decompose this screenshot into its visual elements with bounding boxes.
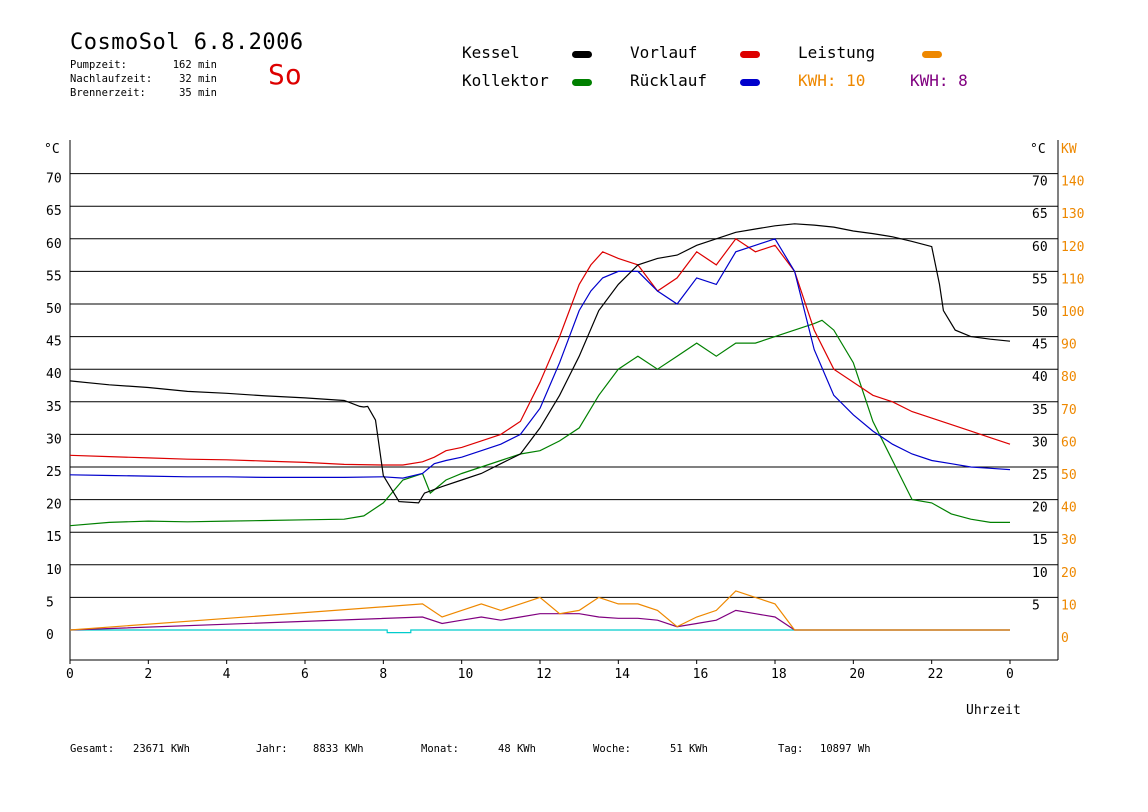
y-tick-kw: 120 [1061, 240, 1084, 255]
y-tick-right: 60 [1032, 240, 1048, 255]
y-tick-right: 15 [1032, 533, 1048, 548]
y-tick-left: 70 [46, 172, 62, 187]
x-tick-label: 10 [458, 667, 474, 682]
stat-value-pumpzeit: 162 min [172, 59, 217, 71]
legend-kessel-label: Kessel [462, 43, 520, 62]
y-tick-kw: 80 [1061, 370, 1077, 385]
x-tick-label: 2 [144, 667, 152, 682]
legend-ruecklauf-label: Rücklauf [630, 71, 708, 90]
y-tick-left: 55 [46, 269, 62, 284]
legend-ruecklauf-swatch [740, 79, 760, 86]
legend-kollektor-swatch [572, 79, 592, 86]
footer-tag-label: Tag: [778, 743, 804, 755]
weekday-label: So [268, 58, 302, 91]
y-tick-left: 65 [46, 204, 62, 219]
y-tick-right: 50 [1032, 305, 1048, 320]
legend-kwh-leistung: KWH: 10 [798, 71, 866, 90]
y-tick-right: 10 [1032, 566, 1048, 581]
y-tick-left: 0 [46, 628, 54, 643]
legend-leistung-label: Leistung [798, 43, 876, 62]
page-title: CosmoSol 6.8.2006 [70, 30, 304, 55]
y-tick-kw: 50 [1061, 468, 1077, 483]
footer-monat-value: 48 KWh [498, 743, 536, 755]
x-tick-label: 20 [849, 667, 865, 682]
legend-vorlauf-label: Vorlauf [630, 43, 698, 62]
x-tick-label: 22 [928, 667, 944, 682]
x-tick-label: 6 [301, 667, 309, 682]
stat-label-brennerzeit: Brennerzeit: [70, 87, 146, 99]
y-tick-kw: 30 [1061, 533, 1077, 548]
series-line-leistung [69, 590, 1010, 631]
y-tick-kw: 70 [1061, 403, 1077, 418]
stat-label-nachlaufzeit: Nachlaufzeit: [70, 73, 153, 85]
y-tick-left: 45 [46, 335, 62, 350]
footer-woche-label: Woche: [593, 743, 631, 755]
footer-gesamt-value: 23671 KWh [133, 743, 190, 755]
legend-kwh-pumpe: KWH: 8 [910, 71, 968, 90]
legend-kessel-swatch [572, 51, 592, 58]
legend-leistung-swatch [922, 51, 942, 58]
y-tick-kw: 60 [1061, 435, 1077, 450]
y-tick-right: 65 [1032, 207, 1048, 222]
y-tick-left: 20 [46, 498, 62, 513]
stat-label-pumpzeit: Pumpzeit: [70, 59, 127, 71]
y-axis-unit-kw: KW [1061, 142, 1077, 157]
y-tick-kw: 40 [1061, 501, 1077, 516]
footer-monat-label: Monat: [421, 743, 459, 755]
x-axis-label: Uhrzeit [966, 703, 1021, 718]
y-tick-right: 35 [1032, 403, 1048, 418]
y-tick-kw: 100 [1061, 305, 1084, 320]
y-tick-right: 45 [1032, 338, 1048, 353]
y-tick-left: 10 [46, 563, 62, 578]
x-tick-label: 0 [66, 667, 74, 682]
y-tick-right: 20 [1032, 501, 1048, 516]
stat-value-nachlaufzeit: 32 min [179, 73, 217, 85]
y-tick-kw: 0 [1061, 631, 1069, 646]
x-tick-label: 16 [693, 667, 709, 682]
footer-tag-value: 10897 Wh [820, 743, 871, 755]
y-tick-right: 5 [1032, 598, 1040, 613]
y-tick-left: 30 [46, 432, 62, 447]
series-line-rcklauf [69, 238, 1011, 479]
series-line-status [70, 629, 1010, 634]
y-tick-kw: 110 [1061, 272, 1084, 287]
footer-woche-value: 51 KWh [670, 743, 708, 755]
y-tick-kw: 130 [1061, 207, 1084, 222]
series-line-kollektor [69, 319, 1010, 527]
y-tick-right: 25 [1032, 468, 1048, 483]
y-tick-kw: 90 [1061, 338, 1077, 353]
x-tick-label: 18 [771, 667, 787, 682]
x-tick-label: 4 [223, 667, 231, 682]
y-tick-left: 50 [46, 302, 62, 317]
x-tick-label: 14 [614, 667, 630, 682]
y-tick-kw: 10 [1061, 598, 1077, 613]
y-tick-left: 40 [46, 367, 62, 382]
y-tick-left: 35 [46, 400, 62, 415]
y-tick-left: 5 [46, 595, 54, 610]
x-tick-label: 12 [536, 667, 552, 682]
y-tick-kw: 140 [1061, 175, 1084, 190]
footer-jahr-value: 8833 KWh [313, 743, 364, 755]
footer-jahr-label: Jahr: [256, 743, 288, 755]
legend-vorlauf-swatch [740, 51, 760, 58]
footer-gesamt-label: Gesamt: [70, 743, 115, 755]
y-tick-right: 40 [1032, 370, 1048, 385]
legend-kollektor-label: Kollektor [462, 71, 549, 90]
y-tick-kw: 20 [1061, 566, 1077, 581]
y-axis-unit-left: °C [44, 142, 60, 157]
y-tick-left: 60 [46, 237, 62, 252]
y-tick-right: 55 [1032, 272, 1048, 287]
x-tick-label: 0 [1006, 667, 1014, 682]
stat-value-brennerzeit: 35 min [179, 87, 217, 99]
y-tick-left: 15 [46, 530, 62, 545]
x-tick-label: 8 [379, 667, 387, 682]
series-line-vorlauf [69, 237, 1011, 466]
y-tick-left: 25 [46, 465, 62, 480]
y-axis-unit-right: °C [1030, 142, 1046, 157]
series-line-kessel [69, 223, 1011, 504]
y-tick-right: 70 [1032, 175, 1048, 190]
series-line-pumpe [69, 609, 1010, 631]
y-tick-right: 30 [1032, 435, 1048, 450]
